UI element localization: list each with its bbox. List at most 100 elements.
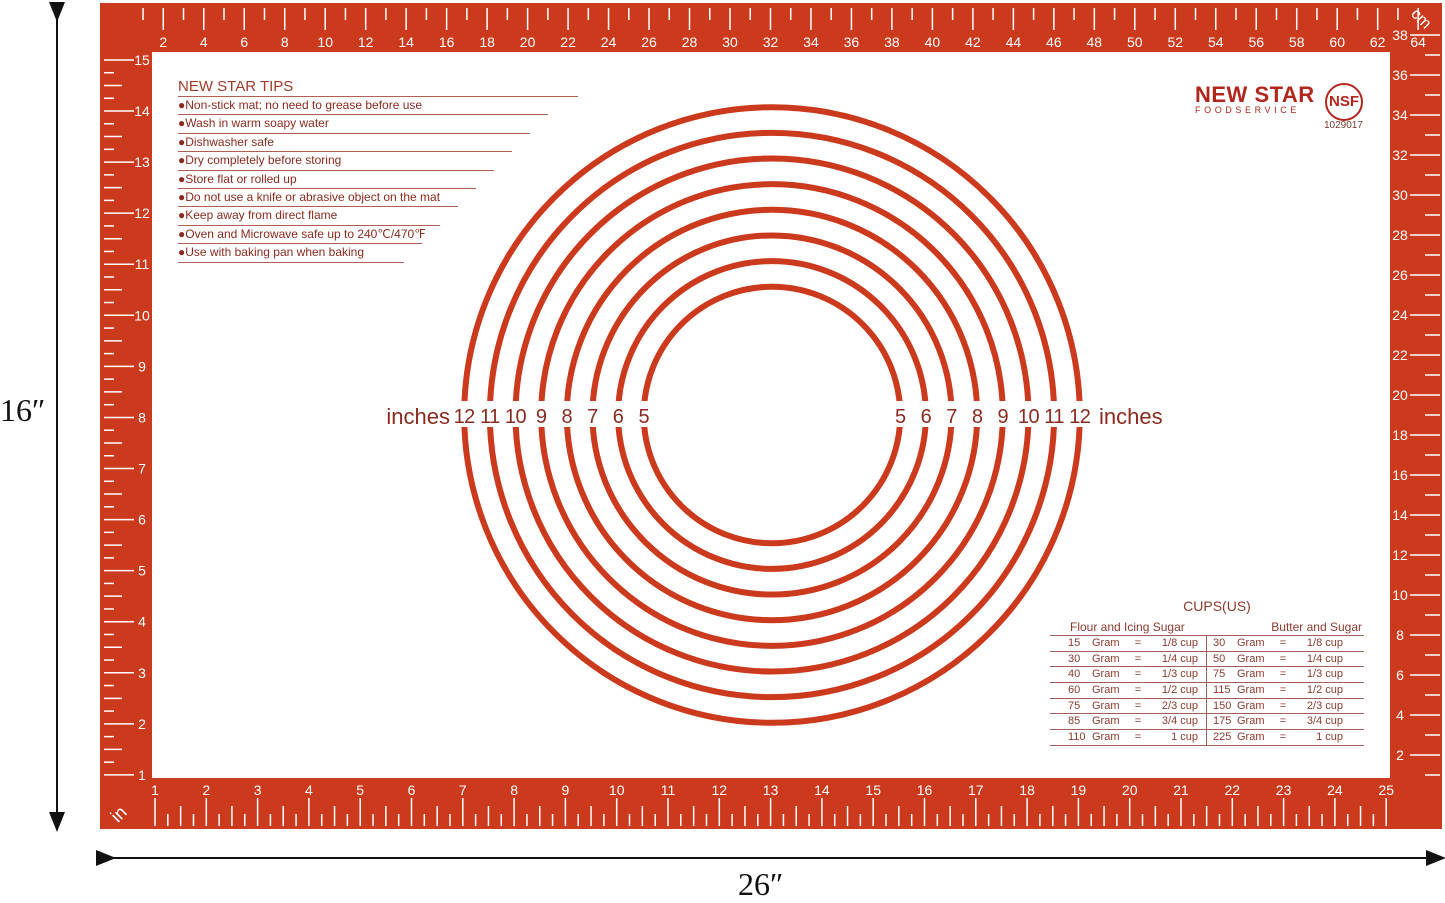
in-label: 5 [356, 782, 364, 798]
cups-value: 3/4 cup [1306, 715, 1343, 728]
label-bg [1042, 401, 1067, 427]
tips-title: NEW STAR TIPS [178, 78, 578, 97]
circle-label: 5 [895, 406, 906, 428]
cups-value: 225 [1213, 731, 1232, 744]
tip-item: ●Store flat or rolled up [178, 171, 476, 189]
cups-value: Gram [1092, 652, 1120, 665]
cm-label: 6 [240, 34, 248, 50]
cups-conversion-table: CUPS(US) Flour and Icing Sugar Butter and… [1050, 598, 1364, 746]
in-label: 4 [138, 614, 146, 630]
in-label: 7 [138, 461, 146, 477]
label-bg [965, 401, 990, 427]
cm-label: 36 [844, 34, 860, 50]
cups-value: 2/3 cup [1306, 699, 1343, 712]
cups-value: 75 [1068, 699, 1081, 712]
cm-label: 42 [965, 34, 981, 50]
mat-surface [152, 52, 1390, 778]
cm-label: 28 [1392, 227, 1408, 243]
cm-label: 12 [358, 34, 374, 50]
cups-value: Gram [1237, 715, 1265, 728]
cups-row: 30 Gram = 1/4 cup 50 Gram = 1/4 cup [1050, 651, 1364, 668]
cm-label: 2 [159, 34, 167, 50]
cm-label: 32 [763, 34, 779, 50]
circle-label: 8 [561, 406, 572, 428]
label-bg [452, 401, 477, 427]
tip-item: ●Dishwasher safe [178, 134, 512, 153]
cm-label: 8 [281, 34, 289, 50]
cups-row: 15 Gram = 1/8 cup 30 Gram = 1/8 cup [1050, 636, 1364, 652]
cups-value: 1 cup [1316, 731, 1343, 744]
cups-value: = [1279, 715, 1287, 728]
label-bg [529, 401, 554, 427]
tip-item: ●Dry completely before storing [178, 152, 494, 171]
unit-label-left: inches [386, 404, 450, 429]
cups-value: 85 [1068, 715, 1081, 728]
circle-label: 10 [505, 406, 527, 428]
cups-value: 30 [1213, 637, 1226, 649]
in-label: 7 [459, 782, 467, 798]
height-label: 16″ [0, 392, 46, 428]
rulers: 2 4 6 8 10 12 14 16 18 20 22 24 26 28 30 32 34 36 38 40 42 44… [104, 5, 1440, 826]
label-bg [1067, 401, 1092, 427]
cm-label: 16 [439, 34, 455, 50]
in-label: 6 [408, 782, 416, 798]
tips-panel: NEW STAR TIPS ●Non-stick mat; no need to… [178, 78, 578, 263]
in-label: 2 [138, 716, 146, 732]
cm-label: 30 [722, 34, 738, 50]
circle-label: 11 [1044, 406, 1064, 428]
cm-label: 46 [1046, 34, 1062, 50]
cups-value: = [1134, 668, 1142, 681]
cm-label: 64 [1410, 34, 1426, 50]
cups-value: = [1279, 731, 1287, 744]
cups-value: = [1134, 684, 1142, 697]
cm-label: 24 [601, 34, 617, 50]
cups-value: Gram [1092, 731, 1120, 744]
tip-item: ●Non-stick mat; no need to grease before… [178, 97, 548, 116]
in-label: 10 [609, 782, 625, 798]
circle-label: 5 [638, 406, 649, 428]
butter-cell: 115 Gram = 1/2 cup [1207, 683, 1364, 699]
tip-item: ●Do not use a knife or abrasive object o… [178, 189, 458, 208]
cups-value: 1/4 cup [1161, 652, 1198, 665]
cm-label: 44 [1006, 34, 1022, 50]
cm-label: 26 [1392, 267, 1408, 283]
tip-item: ●Oven and Microwave safe up to 240℃/470℉ [178, 226, 426, 245]
in-label: 10 [134, 307, 150, 323]
cups-value: Gram [1092, 715, 1120, 728]
cups-value: 1/3 cup [1161, 668, 1198, 681]
tip-item: ●Keep away from direct flame [178, 207, 440, 226]
label-bg [477, 401, 502, 427]
cups-value: = [1279, 668, 1287, 681]
nsf-seal: NSF [1325, 83, 1363, 121]
flour-cell: 85 Gram = 3/4 cup [1050, 714, 1207, 731]
brand-sub: FOODSERVICE [1195, 105, 1300, 115]
cups-row: 40 Gram = 1/3 cup 75 Gram = 1/3 cup [1050, 667, 1364, 684]
label-bg [503, 401, 528, 427]
label-bg [580, 401, 605, 427]
label-bg [939, 401, 964, 427]
cups-value: Gram [1092, 668, 1120, 681]
cm-label: 18 [1392, 427, 1408, 443]
cm-label: 14 [1392, 507, 1408, 523]
width-label: 26″ [738, 866, 784, 902]
cups-value: 1/8 cup [1161, 637, 1198, 649]
in-label: 22 [1225, 782, 1241, 798]
in-label: 11 [661, 782, 676, 798]
in-label: 1 [151, 782, 159, 798]
cm-label: 6 [1396, 667, 1404, 683]
cert-number: 1029017 [1324, 120, 1363, 131]
cups-value: 75 [1213, 668, 1226, 681]
cm-label: 50 [1127, 34, 1143, 50]
flour-cell: 60 Gram = 1/2 cup [1050, 683, 1207, 699]
in-label: 24 [1327, 782, 1343, 798]
cups-value: Gram [1237, 699, 1265, 712]
cm-label: 38 [884, 34, 900, 50]
cm-label: 24 [1392, 307, 1408, 323]
brand-logo: NEW STAR FOODSERVICE [1195, 82, 1315, 115]
in-label: 21 [1173, 782, 1189, 798]
cups-value: Gram [1237, 668, 1265, 681]
cm-label: 20 [520, 34, 536, 50]
brand-name: NEW STAR [1195, 82, 1315, 107]
cm-label: 26 [641, 34, 657, 50]
